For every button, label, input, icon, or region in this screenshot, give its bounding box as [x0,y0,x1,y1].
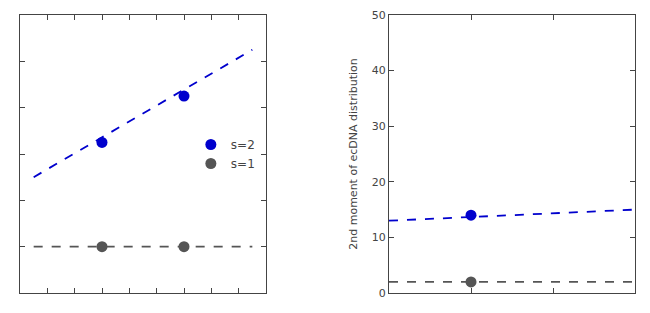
svg-text:s=1: s=1 [231,157,255,171]
svg-text:10: 10 [372,231,386,244]
svg-text:s=2: s=2 [231,138,255,152]
svg-text:2nd moment of ecDNA distributi: 2nd moment of ecDNA distribution [347,58,360,250]
svg-text:20: 20 [372,176,386,189]
svg-text:0: 0 [379,287,386,300]
svg-text:30: 30 [372,120,386,133]
svg-text:50: 50 [372,9,386,22]
svg-text:40: 40 [372,64,386,77]
